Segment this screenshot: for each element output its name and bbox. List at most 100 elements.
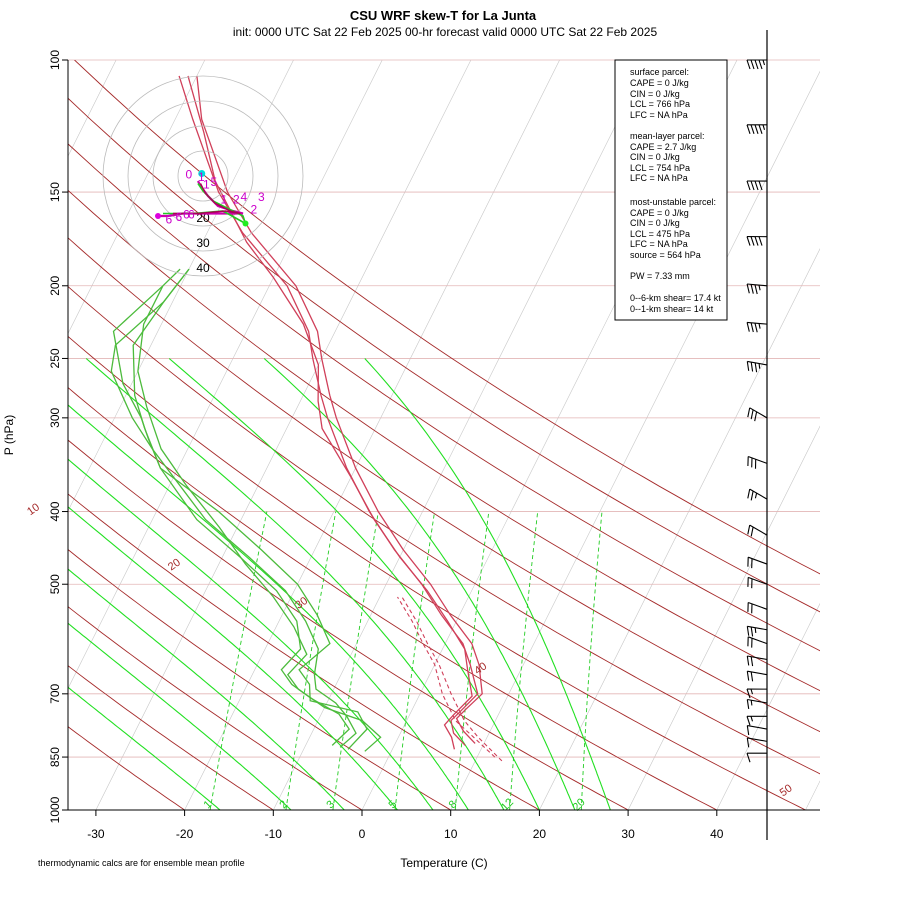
- precipitable-water: PW = 7.33 mm: [630, 271, 690, 281]
- moist-adiabat-line: [68, 404, 469, 810]
- moist-adiabat-line: [68, 686, 221, 810]
- pressure-tick-label: 850: [48, 747, 62, 767]
- dry-adiabat-label: 10: [25, 501, 42, 518]
- isotherm-line: [627, 425, 820, 810]
- mixing-ratio-line: [509, 511, 539, 810]
- moist-adiabat-line: [68, 568, 345, 810]
- wind-barb: [746, 360, 768, 373]
- dry-adiabat-line: [68, 726, 186, 810]
- mixing-ratio-lines: [209, 511, 603, 810]
- hodograph-marker: [155, 213, 161, 219]
- surface-cape: CAPE = 0 J/kg: [630, 78, 689, 88]
- temperature-tick-label: 40: [710, 827, 724, 841]
- pressure-tick-label: 1000: [48, 796, 62, 823]
- wind-barb: [746, 752, 768, 763]
- wind-barb: [746, 236, 768, 246]
- wind-barb: [746, 655, 768, 667]
- wind-barb: [746, 59, 767, 70]
- parcel-traces: [397, 596, 503, 762]
- temperature-tick-label: 0: [359, 827, 366, 841]
- wind-barb: [747, 407, 768, 422]
- mixing-ratio-label: 20: [571, 796, 588, 813]
- parcel-line: [401, 596, 503, 762]
- surface-lfc: LFC = NA hPa: [630, 110, 688, 120]
- pressure-tick-label: 250: [48, 348, 62, 368]
- mean-lcl: LCL = 754 hPa: [630, 163, 690, 173]
- isotherm-line: [68, 60, 206, 335]
- mean-cin: CIN = 0 J/kg: [630, 152, 680, 162]
- dry-adiabat-label: 40: [472, 660, 489, 677]
- hodograph-ring-label: 30: [196, 236, 210, 250]
- temperature-ticks: -30 -20 -10 0 10 20 30 40: [87, 810, 724, 841]
- wind-barb: [746, 737, 768, 748]
- mu-cape: CAPE = 0 J/kg: [630, 208, 689, 218]
- dry-adiabat-line: [68, 386, 718, 810]
- isotherm-line: [539, 248, 820, 810]
- dry-adiabat-label: 20: [166, 557, 183, 574]
- wind-barb: [746, 625, 768, 637]
- hodograph-point-label: 6: [188, 208, 195, 222]
- dry-adiabat-label: 50: [778, 782, 795, 799]
- moist-adiabat-line: [263, 358, 576, 810]
- wind-barb: [746, 688, 768, 699]
- hodograph-point-label: 2: [251, 203, 258, 217]
- surface-header: surface parcel:: [630, 67, 689, 77]
- mixing-ratio-line: [454, 511, 490, 810]
- y-axis-label: P (hPa): [2, 415, 16, 455]
- dewpoint-line: [137, 285, 382, 752]
- mixing-ratio-label: 8: [447, 798, 460, 811]
- hodograph-point-label: 2: [233, 193, 240, 207]
- isotherm-grid: [68, 60, 820, 810]
- isotherm-line: [68, 60, 294, 512]
- x-axis-label: Temperature (C): [400, 856, 487, 870]
- mixing-ratio-line: [394, 511, 436, 810]
- wind-barb: [746, 670, 768, 682]
- mu-source: source = 564 hPa: [630, 250, 701, 260]
- hodograph-point-label: 3: [258, 190, 265, 204]
- wind-barb: [747, 576, 768, 589]
- pressure-tick-label: 200: [48, 275, 62, 295]
- wind-barb: [747, 488, 768, 501]
- hodograph-point-label: 6: [166, 213, 173, 227]
- isotherm-line: [450, 70, 820, 810]
- mean-lfc: LFC = NA hPa: [630, 173, 688, 183]
- wind-barbs: [746, 59, 768, 763]
- temperature-tick-label: 20: [533, 827, 547, 841]
- parcel-info-box: surface parcel: CAPE = 0 J/kg CIN = 0 J/…: [614, 59, 728, 321]
- wind-barb: [746, 283, 768, 295]
- dewpoint-line: [132, 268, 351, 746]
- moist-adiabat-line: [85, 358, 505, 810]
- hodograph-ring-label: 40: [196, 261, 210, 275]
- isotherm-line: [716, 602, 820, 810]
- mixing-ratio-label: 12: [499, 796, 516, 813]
- dry-adiabat-line: [68, 189, 820, 692]
- mixing-ratio-line: [580, 511, 603, 810]
- temperature-tick-label: 30: [621, 827, 635, 841]
- isotherm-line: [184, 60, 560, 810]
- dry-adiabat-line: [68, 285, 820, 775]
- moist-adiabat-line: [168, 358, 540, 810]
- surface-cin: CIN = 0 J/kg: [630, 89, 680, 99]
- pressure-tick-label: 500: [48, 574, 62, 594]
- dry-adiabats: [68, 60, 820, 810]
- chart-title: CSU WRF skew-T for La Junta: [350, 8, 537, 23]
- dry-adiabat-label: 30: [293, 595, 310, 612]
- mu-header: most-unstable parcel:: [630, 197, 716, 207]
- hodograph-point-label: 6: [183, 208, 190, 222]
- hodograph-point-label: 1: [203, 178, 210, 192]
- isotherm-line: [273, 60, 649, 810]
- temperature-line: [187, 75, 473, 750]
- dry-adiabat-line: [68, 493, 541, 810]
- temperature-tick-label: -10: [265, 827, 283, 841]
- wind-barb: [746, 180, 768, 191]
- dry-adiabat-line: [68, 97, 820, 613]
- temperature-profiles: [178, 75, 483, 750]
- pressure-ticks: 100 150 200 250 300 400 500 700 850 1000: [48, 50, 68, 823]
- wind-barb: [747, 601, 768, 614]
- pressure-tick-label: 400: [48, 501, 62, 521]
- dry-adiabat-line: [74, 60, 820, 575]
